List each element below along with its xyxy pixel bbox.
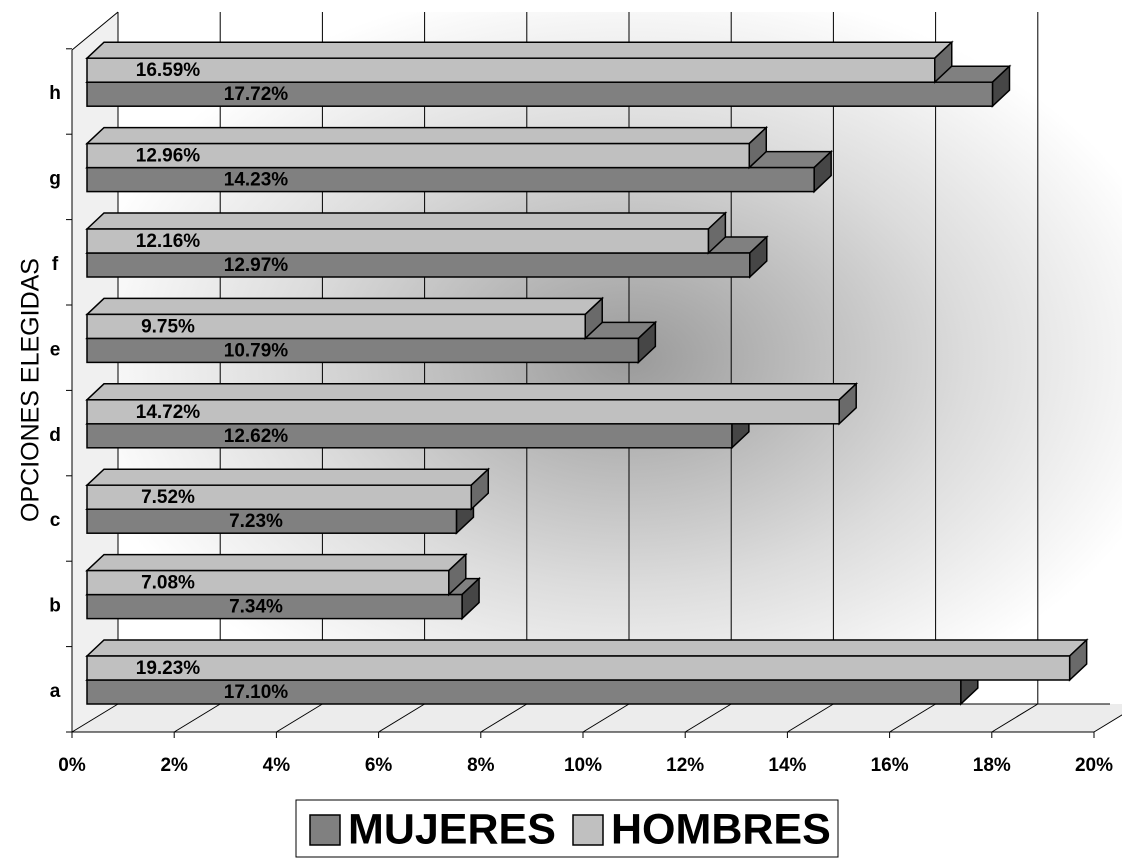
value-label: 12.16%: [136, 231, 201, 252]
floor-grid-line: [991, 703, 1039, 733]
y-axis-title: OPCIONES ELEGIDAS: [17, 258, 45, 522]
floor-grid-line: [480, 703, 528, 733]
x-tick-label: 4%: [263, 755, 291, 776]
value-label: 10.79%: [224, 340, 289, 361]
bar: [86, 228, 710, 254]
bar: [86, 508, 458, 534]
y-tick-label: f: [52, 254, 59, 275]
legend-swatch: [309, 814, 341, 846]
bar: [86, 593, 463, 620]
floor-grid-line: [1093, 714, 1122, 733]
x-tick-label: 10%: [564, 755, 602, 776]
y-tick-label: h: [49, 83, 61, 104]
y-tick-label: e: [50, 339, 61, 360]
x-tick-label: 20%: [1075, 755, 1113, 776]
bar-top: [85, 212, 728, 230]
bar-top: [85, 297, 605, 316]
legend: [295, 799, 839, 858]
axis-edge: [71, 11, 119, 51]
legend-label: MUJERES: [348, 805, 556, 853]
side-wall: [72, 12, 118, 732]
legend-swatch: [572, 814, 604, 846]
y-tick-label: g: [49, 169, 61, 190]
bar-top: [85, 639, 1089, 657]
x-tick-label: 2%: [160, 755, 188, 776]
legend-label: HOMBRES: [611, 805, 831, 853]
x-tick-label: 16%: [871, 755, 909, 776]
floor-grid-line: [582, 703, 630, 733]
floor: [72, 704, 1122, 732]
value-label: 7.52%: [141, 487, 195, 508]
bar: [86, 142, 751, 169]
x-tick-label: 18%: [973, 755, 1011, 776]
value-label: 7.08%: [141, 573, 195, 594]
y-tick-label: b: [49, 596, 61, 617]
floor-grid-line: [378, 703, 425, 733]
value-label: 7.34%: [229, 597, 283, 618]
bar: [86, 484, 473, 510]
bar-top: [85, 468, 491, 486]
y-tick-label: c: [50, 510, 61, 531]
bar: [86, 313, 586, 340]
bar-top: [85, 126, 769, 145]
bar: [86, 57, 936, 83]
floor-grid-line: [71, 703, 119, 733]
value-label: 19.23%: [136, 658, 201, 679]
value-label: 17.10%: [224, 682, 289, 703]
bar: [86, 337, 640, 364]
bar-top: [85, 553, 468, 572]
bar: [86, 423, 733, 449]
value-label: 12.97%: [224, 255, 289, 276]
value-label: 16.59%: [136, 60, 201, 81]
y-tick-label: a: [50, 681, 61, 702]
bar: [86, 655, 1071, 681]
bar: [86, 569, 450, 596]
bar-top: [85, 383, 859, 401]
x-tick-label: 12%: [666, 755, 704, 776]
floor-grid-line: [889, 703, 936, 733]
bar: [86, 166, 815, 193]
bar-top: [85, 41, 954, 59]
bar: [86, 399, 840, 425]
value-label: 14.23%: [224, 170, 289, 191]
value-label: 12.96%: [136, 146, 201, 167]
x-tick-label: 0%: [58, 755, 86, 776]
value-label: 7.23%: [229, 511, 283, 532]
x-tick-label: 14%: [768, 755, 806, 776]
value-label: 12.62%: [224, 426, 289, 447]
x-tick-label: 6%: [365, 755, 393, 776]
bar: [86, 252, 751, 278]
value-label: 9.75%: [141, 316, 195, 337]
floor-grid-line: [787, 703, 834, 733]
floor-grid-line: [173, 703, 221, 733]
floor-grid-line: [684, 703, 732, 733]
bar: [86, 679, 962, 705]
value-label: 17.72%: [224, 84, 289, 105]
y-tick-label: d: [49, 425, 61, 446]
bar: [86, 81, 994, 107]
x-tick-label: 8%: [467, 755, 495, 776]
floor-grid-line: [276, 703, 323, 733]
value-label: 14.72%: [136, 402, 201, 423]
